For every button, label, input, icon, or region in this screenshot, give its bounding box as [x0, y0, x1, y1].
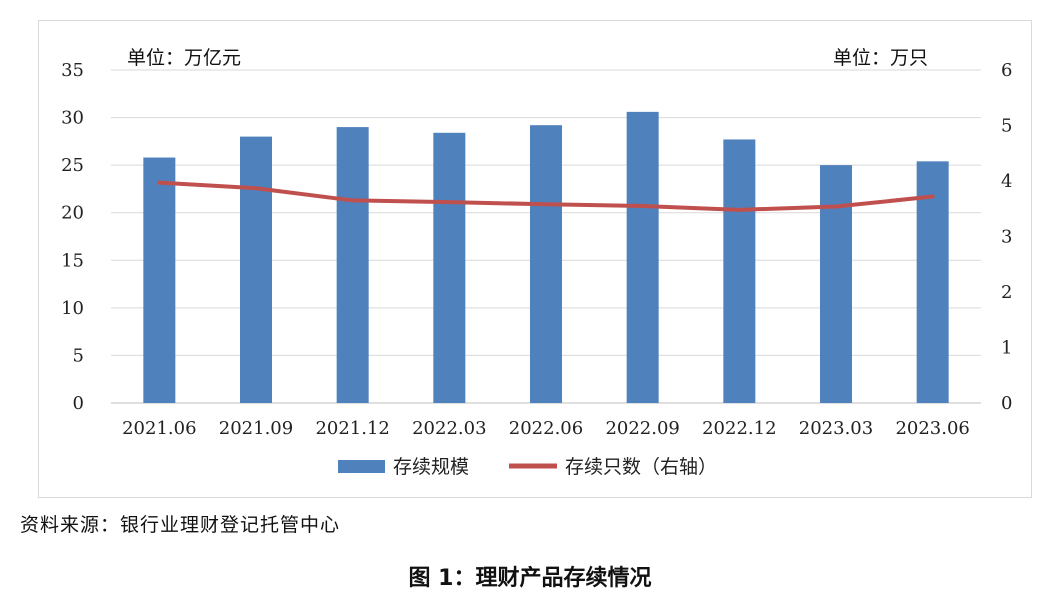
- right-tick-label: 0: [1001, 393, 1012, 414]
- left-axis-unit: 单位：万亿元: [127, 47, 241, 69]
- right-tick-label: 3: [1001, 227, 1012, 248]
- legend: 存续规模 存续只数（右轴）: [338, 456, 717, 478]
- left-tick-label: 5: [73, 345, 84, 366]
- bar: [433, 132, 466, 403]
- x-tick-label: 2022.12: [702, 418, 776, 439]
- legend-swatch-bar: [338, 460, 385, 473]
- bar: [143, 157, 176, 403]
- right-tick-label: 2: [1001, 282, 1012, 303]
- figure-caption: 图 1：理财产品存续情况: [408, 566, 652, 591]
- x-tick-label: 2023.03: [799, 418, 873, 439]
- legend-label-line: 存续只数（右轴）: [565, 456, 717, 478]
- combo-chart: 0 5 10 15 20 25 30 35 0 1 2 3 4 5 6 2021.06 2021.09 2021.…: [61, 47, 1012, 478]
- x-tick-label: 2021.06: [122, 418, 196, 439]
- right-tick-label: 5: [1001, 116, 1012, 137]
- left-tick-label: 25: [61, 155, 84, 176]
- x-tick-label: 2022.06: [509, 418, 583, 439]
- chart-frame: 0 5 10 15 20 25 30 35 0 1 2 3 4 5 6 2021.06 2021.09 2021.…: [38, 20, 1032, 498]
- right-axis-unit: 单位：万只: [833, 47, 928, 69]
- source-note: 资料来源：银行业理财登记托管中心: [20, 514, 341, 536]
- left-tick-label: 0: [73, 393, 84, 414]
- x-tick-label: 2022.09: [605, 418, 679, 439]
- left-tick-label: 15: [61, 250, 84, 271]
- bar-series: [143, 111, 949, 403]
- x-tick-label: 2022.03: [412, 418, 486, 439]
- right-tick-label: 1: [1001, 338, 1012, 359]
- left-tick-label: 30: [61, 108, 84, 129]
- left-tick-label: 35: [61, 60, 84, 81]
- x-tick-label: 2021.09: [219, 418, 293, 439]
- bar: [530, 125, 562, 403]
- left-tick-label: 20: [61, 203, 84, 224]
- x-tick-label: 2023.06: [895, 418, 969, 439]
- bar: [240, 136, 272, 403]
- legend-label-bar: 存续规模: [393, 456, 469, 478]
- x-tick-label: 2021.12: [315, 418, 389, 439]
- axis-labels: 0 5 10 15 20 25 30 35 0 1 2 3 4 5 6 2021.06 2021.09 2021.…: [61, 60, 1012, 439]
- right-tick-label: 4: [1001, 171, 1012, 192]
- bar: [723, 139, 756, 403]
- bar: [820, 165, 852, 403]
- left-tick-label: 10: [61, 298, 84, 319]
- bar: [336, 127, 369, 403]
- line-series: [157, 180, 935, 212]
- bar: [916, 161, 949, 403]
- right-tick-label: 6: [1001, 60, 1012, 81]
- bar: [626, 111, 659, 403]
